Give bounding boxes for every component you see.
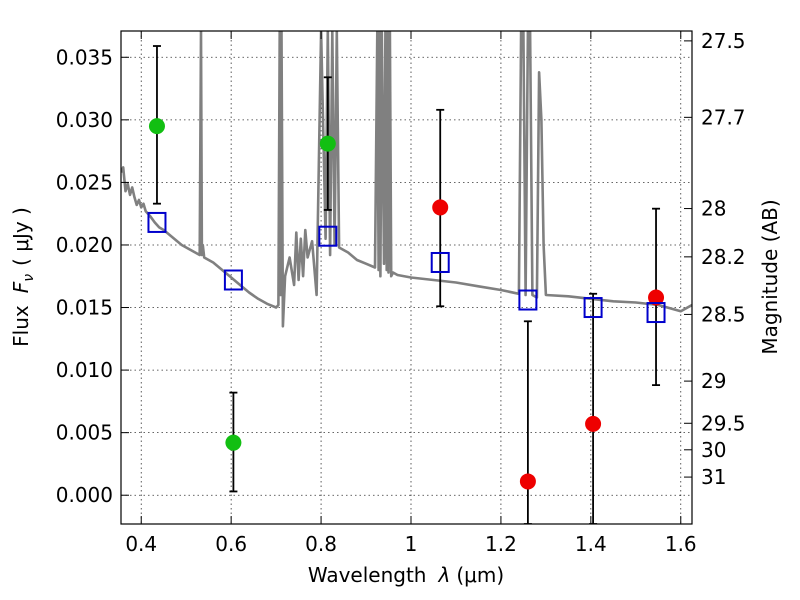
- model-flux-square: [147, 211, 167, 233]
- model-flux-square: [430, 251, 450, 273]
- data-point: [519, 473, 536, 490]
- y2-axis-label: Magnitude (AB): [758, 199, 782, 354]
- x-axis-label: Wavelength λ (μm): [308, 563, 504, 587]
- model-flux-square: [518, 289, 538, 311]
- model-flux-square: [583, 297, 603, 319]
- y2-tick-label: 27.7: [701, 105, 746, 129]
- y2-tick-label: 28.5: [701, 302, 746, 326]
- y2-tick-label: 28.2: [701, 245, 746, 269]
- y2-tick-label: 31: [701, 465, 726, 489]
- plot-area: [121, 31, 692, 524]
- y-tick-label: 0.020: [56, 233, 113, 257]
- y2-tick-label: 27.5: [701, 29, 746, 53]
- y2-tick-label: 29: [701, 369, 726, 393]
- model-flux-square: [318, 225, 338, 247]
- x-tick-label: 0.8: [305, 532, 337, 556]
- x-tick-label: 1.4: [575, 532, 607, 556]
- y2-axis: 27.5 27.7 28 28.2 28.5 29 29.5 30 31: [684, 29, 746, 489]
- x-tick-label: 1.6: [665, 532, 697, 556]
- y-tick-label: 0.005: [56, 421, 113, 445]
- y-tick-label: 0.000: [56, 483, 113, 507]
- y-tick-label: 0.025: [56, 170, 113, 194]
- model-flux-square: [223, 269, 243, 291]
- x-tick-label: 0.6: [215, 532, 247, 556]
- data-point: [585, 415, 602, 432]
- y-tick-label: 0.035: [56, 45, 113, 69]
- y2-tick-label: 28: [701, 197, 726, 221]
- sed-spectrum-line: [121, 31, 692, 328]
- point-layer: [148, 118, 665, 490]
- y-tick-label: 0.030: [56, 108, 113, 132]
- x-tick-label: 0.4: [125, 532, 157, 556]
- sed-layer: [121, 31, 692, 328]
- data-point: [432, 199, 449, 216]
- x-tick-label: 1: [405, 532, 418, 556]
- x-axis: 0.4 0.6 0.8 1 1.2 1.4 1.6: [125, 31, 697, 556]
- y2-tick-label: 29.5: [701, 411, 746, 435]
- y2-tick-label: 30: [701, 438, 726, 462]
- plot-frame: [120, 30, 693, 525]
- data-point: [648, 289, 665, 306]
- errorbar-layer: [152, 45, 661, 524]
- model-square-layer: [147, 211, 666, 324]
- data-point: [319, 135, 336, 152]
- y-tick-label: 0.010: [56, 358, 113, 382]
- model-flux-square: [646, 302, 666, 324]
- y-axis-label: FluxFν( μJy ): [9, 207, 37, 347]
- data-point: [225, 434, 242, 451]
- x-tick-label: 1.2: [485, 532, 517, 556]
- y-axis: 0.000 0.005 0.010 0.015 0.020 0.025 0.030 0.035: [56, 45, 129, 507]
- data-point: [148, 118, 165, 135]
- y-tick-label: 0.015: [56, 296, 113, 320]
